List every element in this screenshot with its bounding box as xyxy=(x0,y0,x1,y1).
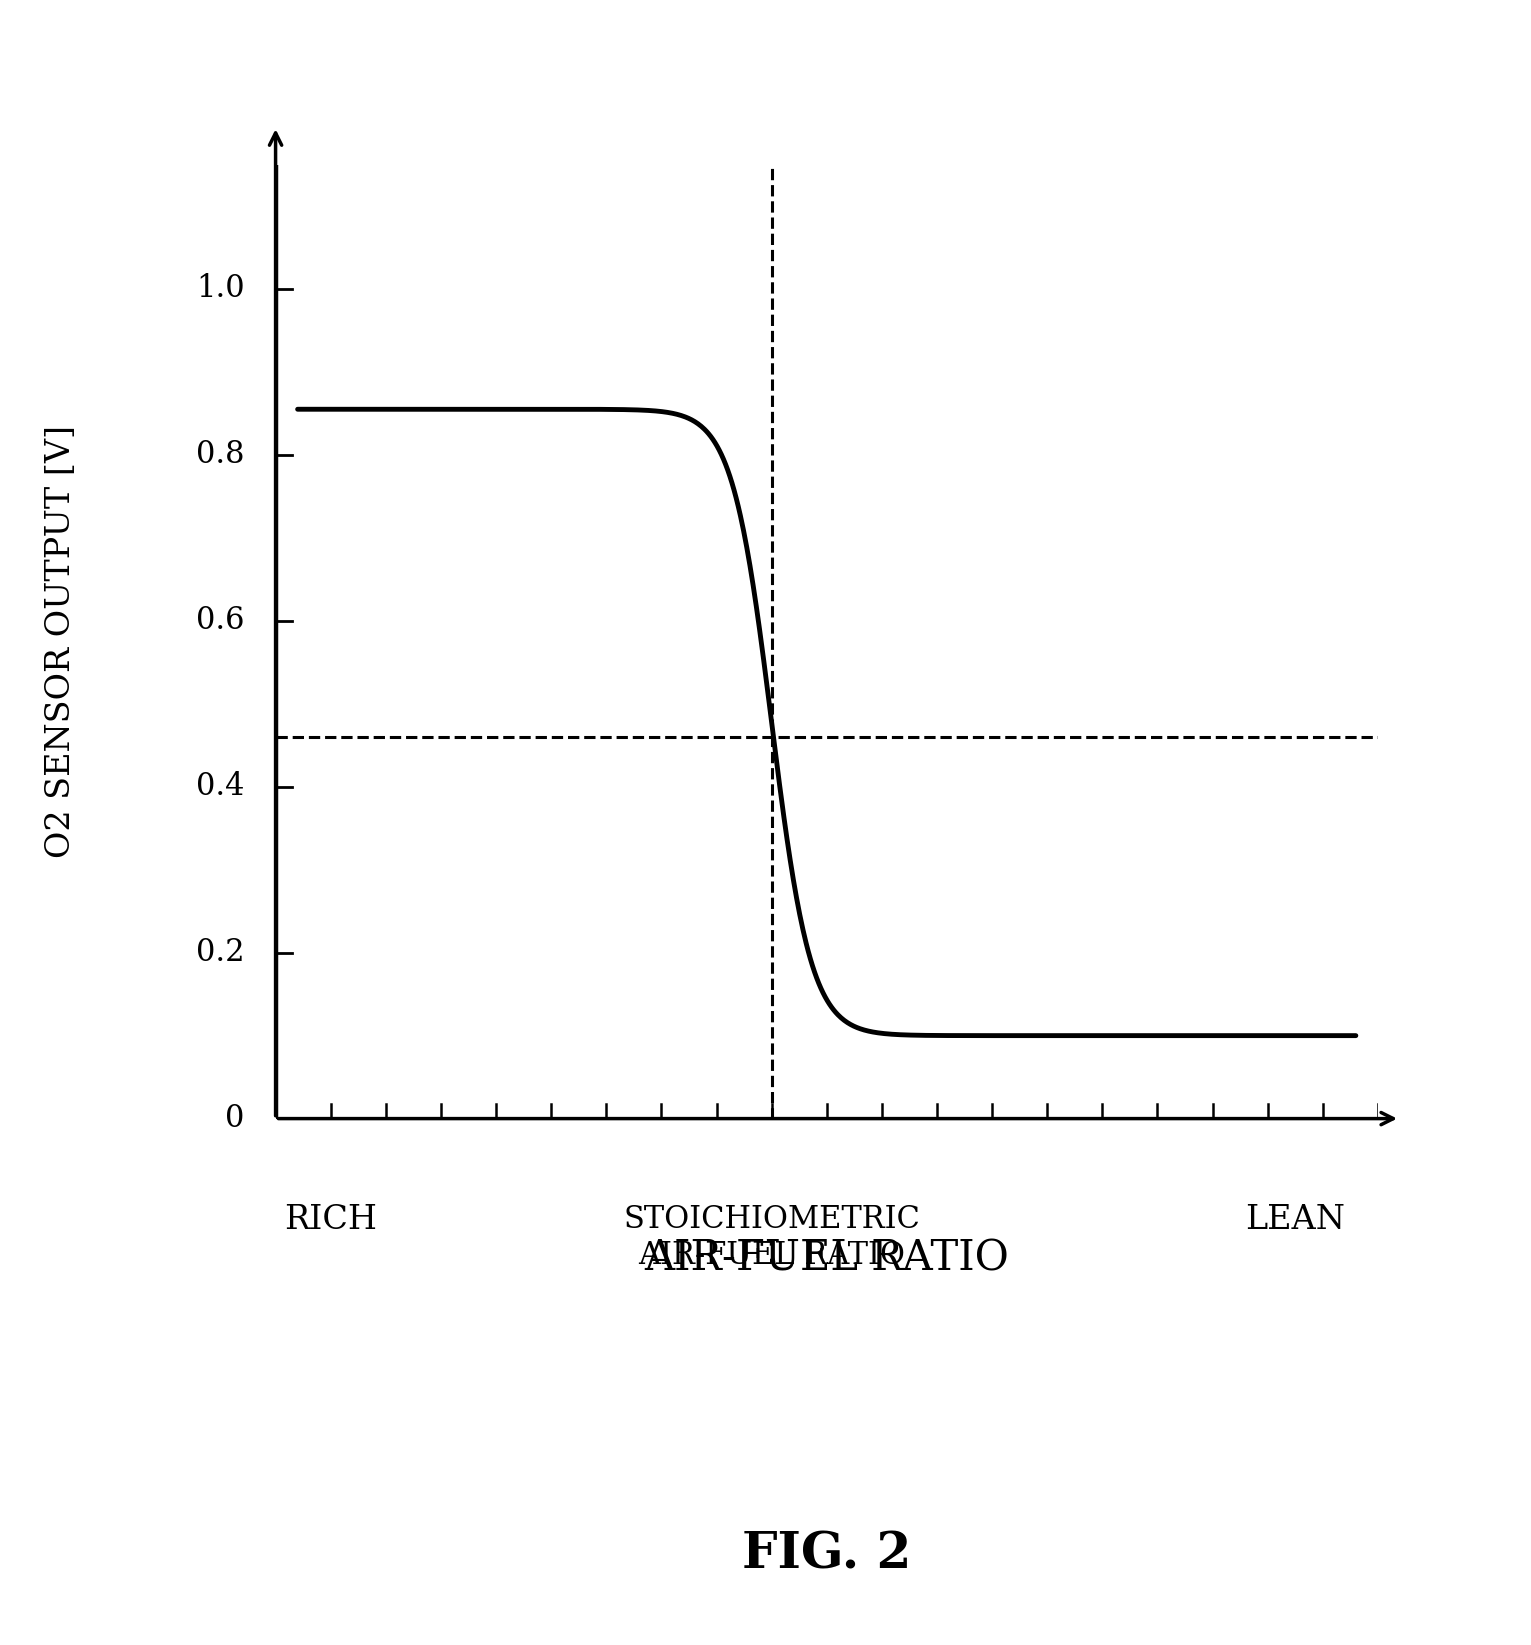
Text: LEAN: LEAN xyxy=(1245,1204,1344,1237)
Text: 0.2: 0.2 xyxy=(196,938,245,969)
Text: 0.4: 0.4 xyxy=(196,772,245,803)
Text: 0: 0 xyxy=(225,1104,245,1133)
Text: 0.6: 0.6 xyxy=(196,605,245,637)
Text: FIG. 2: FIG. 2 xyxy=(743,1530,911,1579)
Text: O2 SENSOR OUTPUT [V]: O2 SENSOR OUTPUT [V] xyxy=(46,424,77,859)
Text: 0.8: 0.8 xyxy=(196,439,245,470)
Text: STOICHIOMETRIC
AIR-FUEL RATIO: STOICHIOMETRIC AIR-FUEL RATIO xyxy=(623,1204,920,1272)
Text: AIR-FUEL RATIO: AIR-FUEL RATIO xyxy=(645,1237,1009,1280)
Text: 1.0: 1.0 xyxy=(196,273,245,304)
Text: RICH: RICH xyxy=(285,1204,377,1237)
